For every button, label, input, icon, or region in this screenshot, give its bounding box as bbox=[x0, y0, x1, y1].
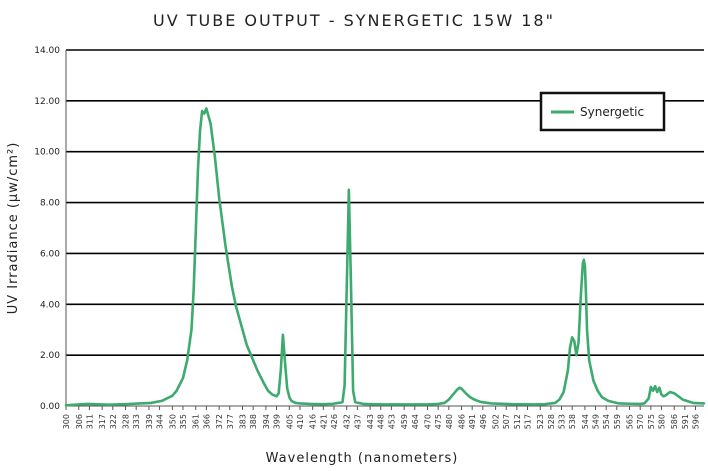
x-tick-label: 544 bbox=[581, 414, 590, 429]
x-tick-label: 523 bbox=[536, 414, 545, 429]
x-tick-label: 377 bbox=[226, 414, 235, 429]
x-tick-label: 448 bbox=[377, 414, 386, 429]
x-tick-label: 405 bbox=[285, 414, 294, 429]
x-tick-label: 475 bbox=[434, 414, 443, 429]
y-tick-label: 10.00 bbox=[34, 148, 60, 158]
y-tick-label: 4.00 bbox=[40, 300, 60, 310]
x-tick-label: 416 bbox=[309, 414, 318, 429]
x-tick-label: 339 bbox=[145, 414, 154, 429]
x-tick-label: 502 bbox=[492, 414, 501, 429]
x-tick-label: 517 bbox=[523, 414, 532, 429]
x-tick-label: 559 bbox=[613, 414, 622, 429]
x-tick-label: 328 bbox=[122, 414, 131, 429]
y-tick-label: 2.00 bbox=[40, 351, 60, 361]
x-tick-label: 306 bbox=[75, 414, 84, 429]
x-tick-label: 554 bbox=[602, 414, 611, 429]
y-axis-label: UV Irradiance (μw/cm²) bbox=[6, 142, 21, 315]
x-tick-label: 591 bbox=[681, 414, 690, 429]
legend: Synergetic bbox=[539, 91, 666, 132]
x-tick-label: 311 bbox=[85, 414, 94, 429]
x-tick-label: 538 bbox=[568, 414, 577, 429]
x-tick-label: 383 bbox=[239, 414, 248, 429]
y-tick-labels: 0.00 2.00 4.00 6.00 8.00 10.00 12.00 14.00 bbox=[34, 46, 60, 412]
x-tick-label: 388 bbox=[249, 414, 258, 429]
x-tick-label: 486 bbox=[458, 414, 467, 429]
x-tick-label: 549 bbox=[592, 414, 601, 429]
x-tick-labels: 300 306 311 317 322 328 333 339 344 350 355 361 366 3… bbox=[62, 406, 700, 429]
y-tick-label: 14.00 bbox=[34, 46, 60, 56]
y-tick-label: 0.00 bbox=[40, 402, 60, 412]
x-tick-label: 350 bbox=[168, 414, 177, 429]
series-line-synergetic bbox=[64, 107, 706, 407]
x-tick-label: 512 bbox=[513, 414, 522, 429]
x-tick-label: 355 bbox=[179, 414, 188, 429]
x-tick-label: 421 bbox=[319, 414, 328, 429]
x-tick-label: 496 bbox=[479, 414, 488, 429]
x-tick-label: 426 bbox=[330, 414, 339, 429]
x-tick-label: 580 bbox=[657, 414, 666, 429]
x-tick-label: 459 bbox=[400, 414, 409, 429]
x-tick-label: 366 bbox=[202, 414, 211, 429]
y-tick-label: 12.00 bbox=[34, 97, 60, 107]
y-tick-label: 8.00 bbox=[40, 199, 60, 209]
x-tick-label: 470 bbox=[424, 414, 433, 429]
x-tick-label: 437 bbox=[353, 414, 362, 429]
x-tick-label: 317 bbox=[98, 414, 107, 429]
x-tick-label: 507 bbox=[502, 414, 511, 429]
x-tick-label: 570 bbox=[636, 414, 645, 429]
x-tick-label: 586 bbox=[670, 414, 679, 429]
legend-label-synergetic: Synergetic bbox=[580, 105, 644, 119]
x-tick-label: 410 bbox=[296, 414, 305, 429]
x-tick-label: 333 bbox=[132, 414, 141, 429]
x-tick-label: 480 bbox=[445, 414, 454, 429]
x-tick-label: 533 bbox=[558, 414, 567, 429]
x-tick-label: 432 bbox=[343, 414, 352, 429]
x-tick-label: 394 bbox=[262, 414, 271, 429]
x-tick-label: 361 bbox=[192, 414, 201, 429]
x-axis-label: Wavelength (nanometers) bbox=[266, 451, 459, 466]
x-tick-label: 596 bbox=[691, 414, 700, 429]
x-tick-label: 464 bbox=[411, 414, 420, 429]
x-tick-label: 399 bbox=[273, 414, 282, 429]
x-tick-label: 528 bbox=[547, 414, 556, 429]
x-tick-label: 453 bbox=[387, 414, 396, 429]
x-tick-label: 443 bbox=[366, 414, 375, 429]
x-tick-label: 300 bbox=[62, 414, 71, 429]
axes bbox=[65, 50, 704, 407]
x-tick-label: 575 bbox=[647, 414, 656, 429]
gridlines bbox=[66, 49, 704, 407]
chart-title: UV TUBE OUTPUT - SYNERGETIC 15W 18" bbox=[153, 11, 555, 30]
y-tick-label: 6.00 bbox=[40, 249, 60, 259]
x-tick-label: 322 bbox=[109, 414, 118, 429]
x-tick-label: 372 bbox=[215, 414, 224, 429]
series-lines bbox=[64, 107, 706, 407]
x-tick-label: 344 bbox=[156, 414, 165, 429]
x-tick-label: 491 bbox=[468, 414, 477, 429]
x-tick-label: 565 bbox=[626, 414, 635, 429]
